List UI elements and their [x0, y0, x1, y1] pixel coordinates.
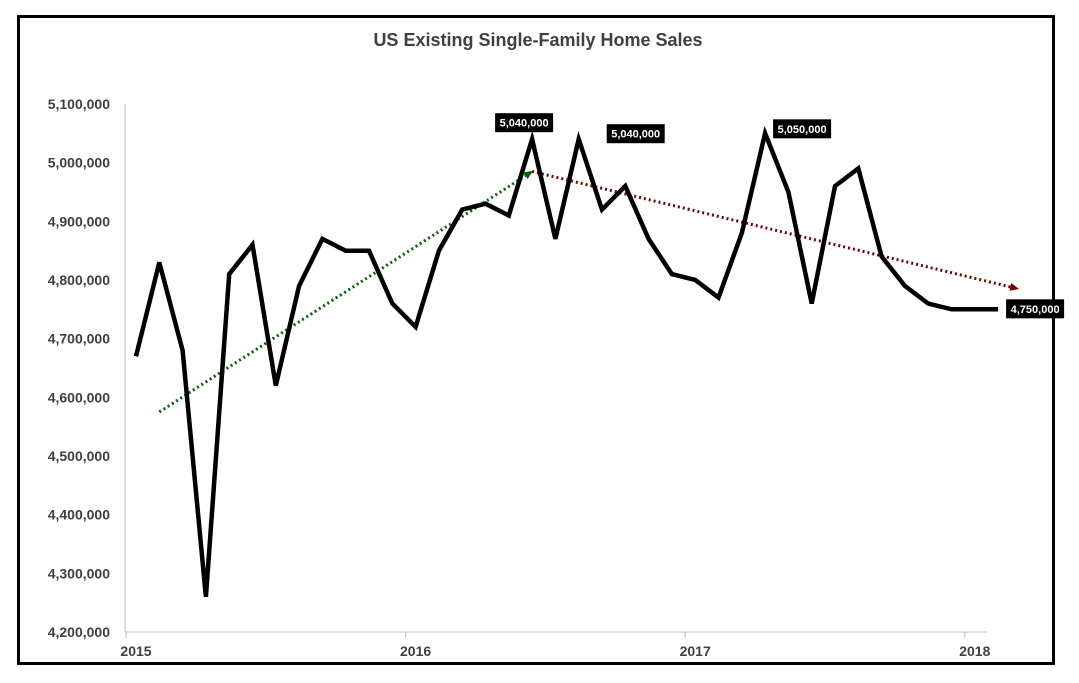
trend-lines [158, 170, 1020, 414]
y-tick-label: 5,100,000 [48, 96, 110, 112]
data-label: 5,050,000 [773, 119, 832, 139]
data-label-text: 5,040,000 [500, 118, 549, 130]
downtrend-arrow [531, 170, 1020, 291]
y-axis: 4,200,000 4,300,000 4,400,000 4,500,000 4,60… [48, 96, 126, 640]
data-label-box [495, 113, 554, 133]
y-tick-label: 4,400,000 [48, 507, 110, 523]
series-line [133, 125, 999, 598]
x-tick-label: 2018 [959, 643, 990, 659]
x-tick-label: 2016 [400, 643, 431, 659]
y-tick-label: 4,900,000 [48, 213, 110, 229]
data-label-text: 5,050,000 [778, 124, 827, 136]
y-tick-label: 5,000,000 [48, 155, 110, 171]
x-tick-label: 2017 [680, 643, 711, 659]
x-tick-label: 2015 [120, 643, 151, 659]
y-tick-label: 4,500,000 [48, 448, 110, 464]
y-tick-label: 4,800,000 [48, 272, 110, 288]
data-label: 5,040,000 [606, 124, 665, 144]
data-label-box [606, 124, 665, 144]
x-axis: 2015 2016 2017 2018 [120, 631, 991, 659]
data-label-box [773, 119, 832, 139]
y-tick-label: 4,600,000 [48, 389, 110, 405]
uptrend-arrow [158, 170, 533, 414]
data-label-text: 4,750,000 [1011, 304, 1060, 316]
data-labels: 5,040,000 5,040,000 5,050,000 4,750,000 [495, 113, 1065, 319]
chart-title: US Existing Single-Family Home Sales [373, 30, 702, 50]
y-tick-label: 4,300,000 [48, 565, 110, 581]
series-layer [133, 125, 999, 598]
y-tick-label: 4,200,000 [48, 624, 110, 640]
y-tick-label: 4,700,000 [48, 331, 110, 347]
data-label-text: 5,040,000 [611, 129, 660, 141]
data-label: 5,040,000 [495, 113, 554, 133]
data-label: 4,750,000 [1006, 299, 1065, 319]
data-label-box [1006, 299, 1065, 319]
